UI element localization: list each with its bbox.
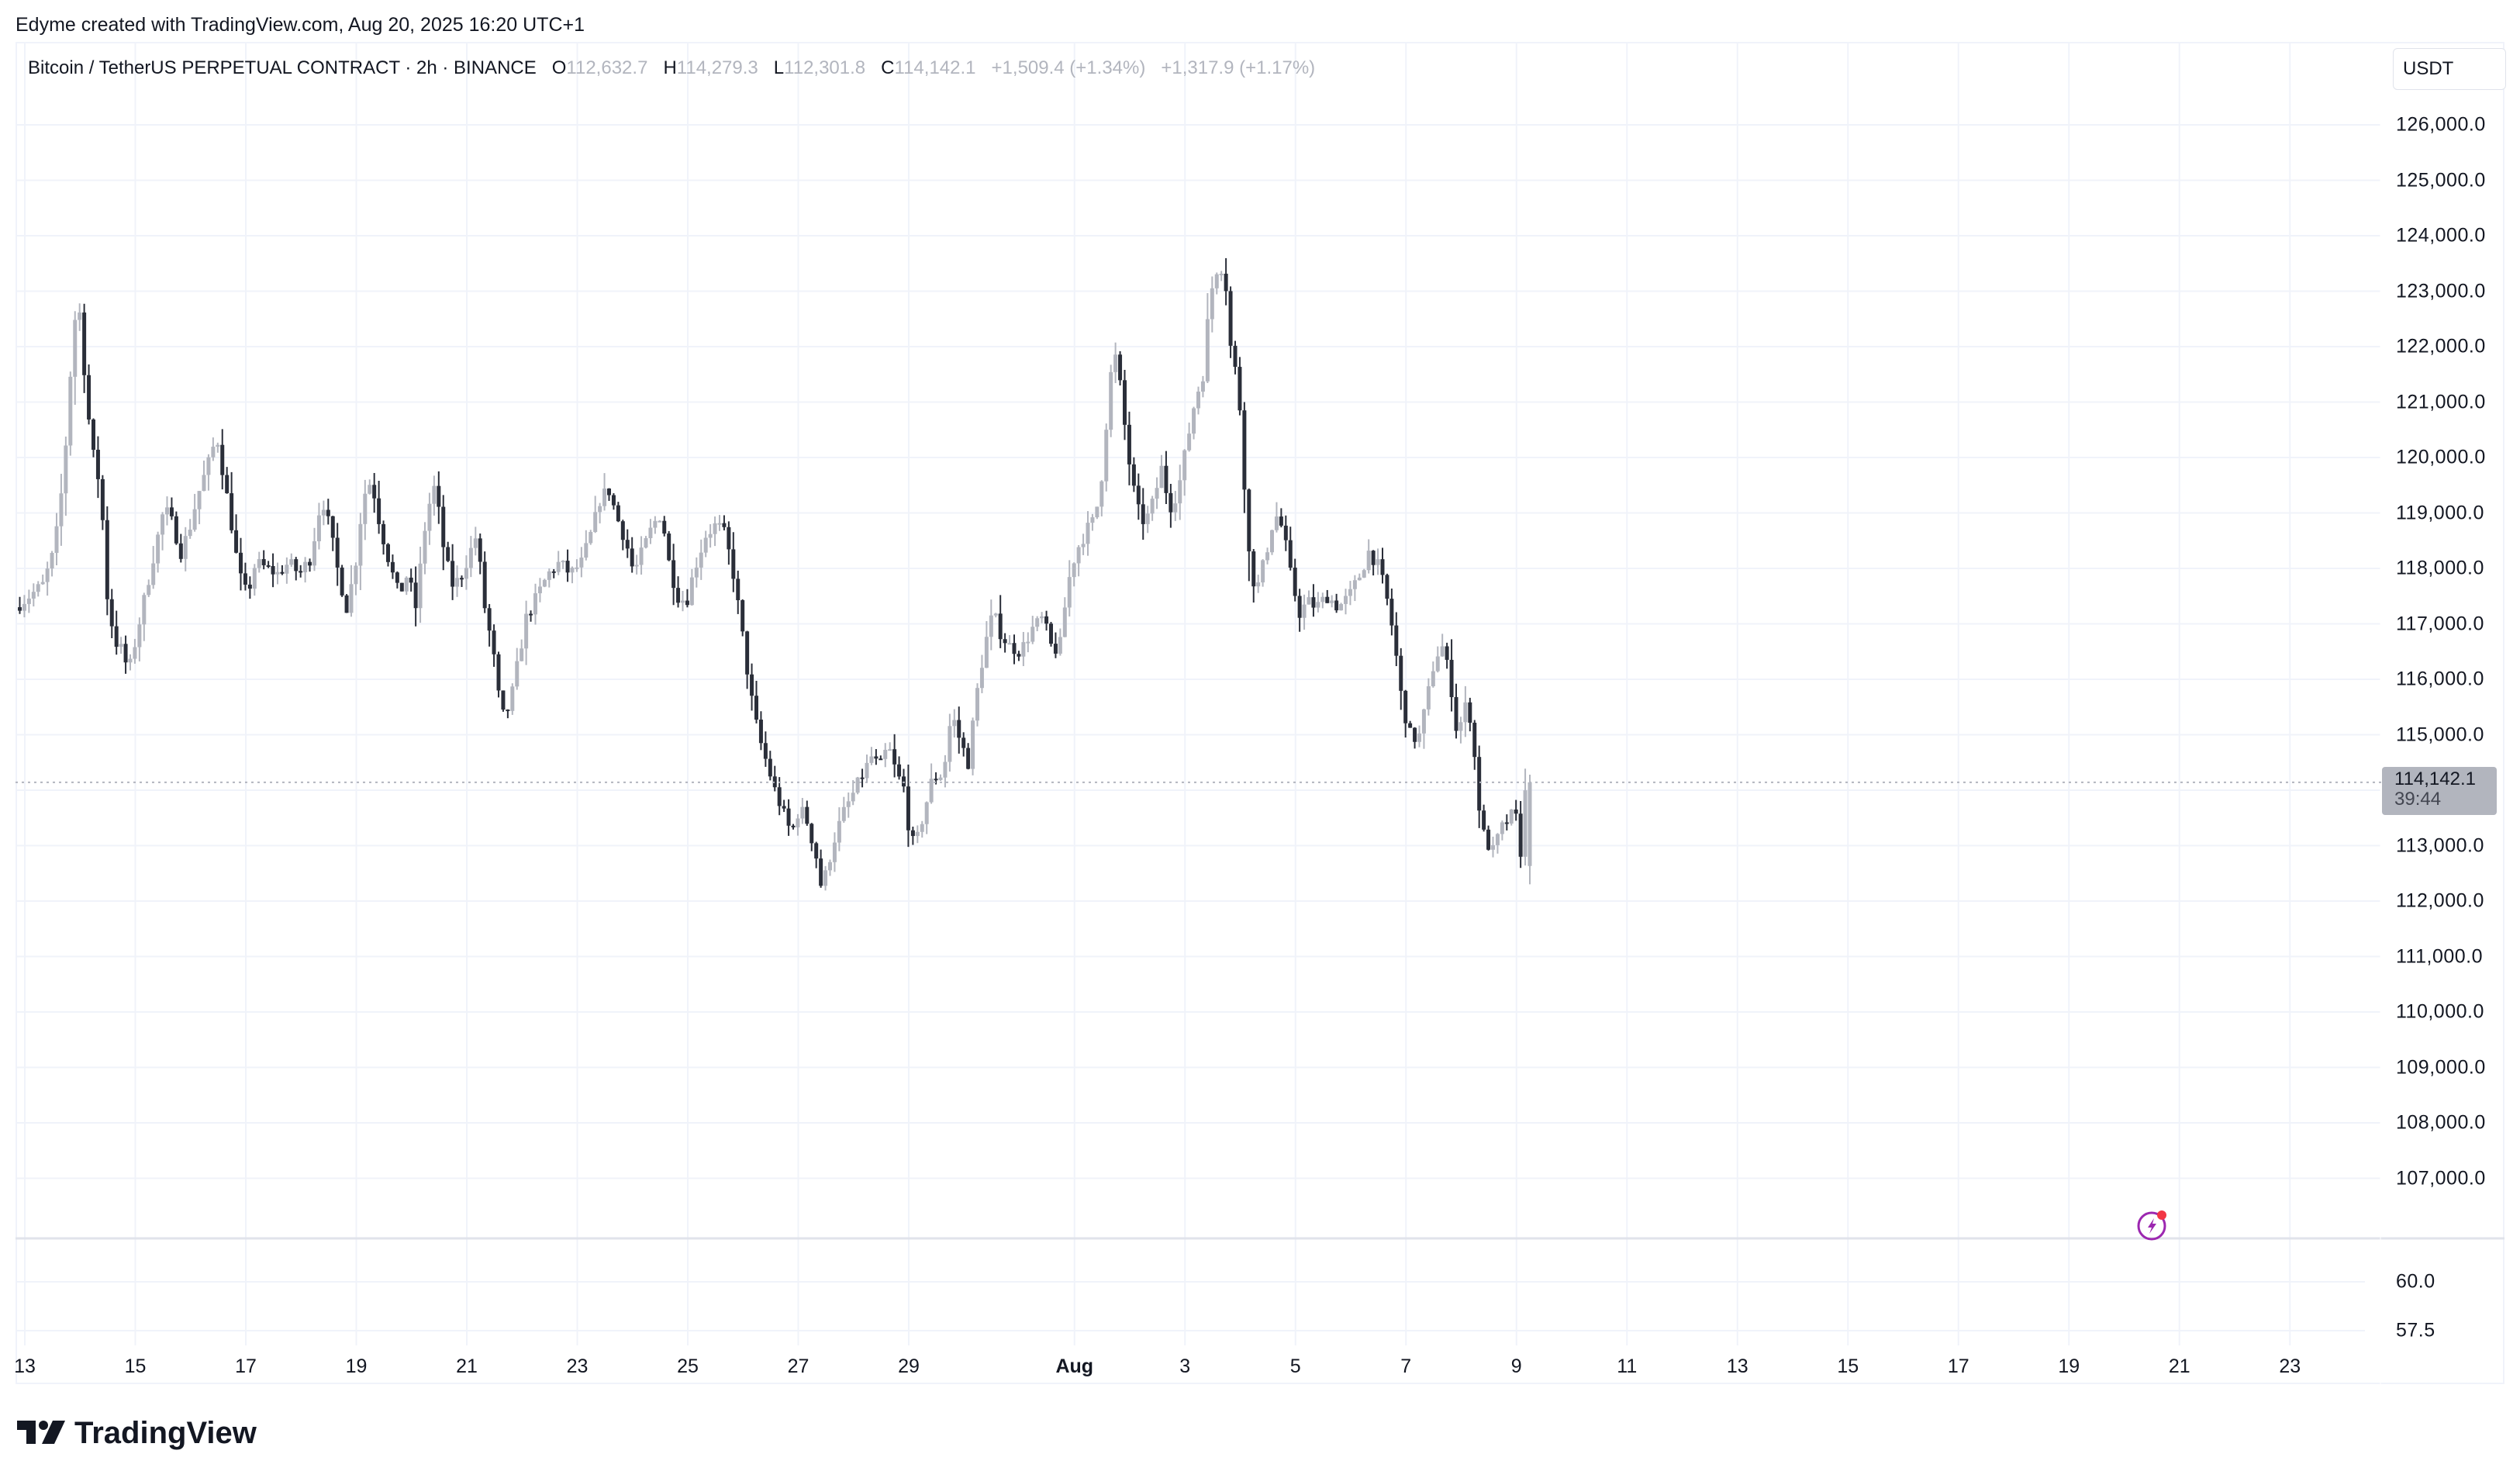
close-label: C bbox=[881, 57, 895, 78]
symbol-legend: Bitcoin / TetherUS PERPETUAL CONTRACT · … bbox=[28, 57, 1315, 79]
time-scale-label: 3 bbox=[1179, 1355, 1191, 1377]
price-scale-label: 121,000.0 bbox=[2396, 391, 2486, 413]
time-scale-label: 29 bbox=[898, 1355, 920, 1377]
time-scale-label: 23 bbox=[566, 1355, 589, 1377]
close-value: 114,142.1 bbox=[894, 57, 976, 78]
price-scale-label: 119,000.0 bbox=[2396, 502, 2484, 523]
price-scale-label: 122,000.0 bbox=[2396, 335, 2486, 357]
price-scale-label: 123,000.0 bbox=[2396, 280, 2486, 302]
price-scale-label: 109,000.0 bbox=[2396, 1056, 2486, 1078]
change2-value: +1,317.9 (+1.17%) bbox=[1161, 57, 1316, 78]
brand-name: TradingView bbox=[74, 1416, 257, 1450]
tradingview-logo-icon bbox=[17, 1420, 65, 1444]
high-label: H bbox=[663, 57, 677, 78]
time-scale-label: 21 bbox=[456, 1355, 478, 1377]
price-scale-label: 118,000.0 bbox=[2396, 557, 2484, 579]
change-value: +1,509.4 (+1.34%) bbox=[991, 57, 1146, 78]
chart-frame bbox=[16, 42, 2504, 1384]
time-scale-label: 21 bbox=[2168, 1355, 2190, 1377]
last-price-tag: 114,142.1 39:44 bbox=[2382, 766, 2497, 815]
indicator-scale-label: 57.5 bbox=[2396, 1319, 2435, 1342]
price-scale-label: 116,000.0 bbox=[2396, 668, 2484, 690]
time-scale-label: 11 bbox=[1617, 1355, 1638, 1377]
chart-credit: Edyme created with TradingView.com, Aug … bbox=[16, 14, 585, 36]
price-scale-label: 120,000.0 bbox=[2396, 446, 2486, 468]
time-scale-label: 17 bbox=[1947, 1355, 1969, 1377]
price-scale-label: 124,000.0 bbox=[2396, 224, 2486, 247]
time-scale-label: 19 bbox=[345, 1355, 368, 1377]
time-scale-label: 25 bbox=[677, 1355, 699, 1377]
last-price: 114,142.1 bbox=[2394, 768, 2476, 789]
time-scale-label: 23 bbox=[2279, 1355, 2301, 1377]
low-value: 112,301.8 bbox=[784, 57, 866, 78]
price-scale-label: 117,000.0 bbox=[2396, 613, 2484, 634]
time-scale-label: 7 bbox=[1400, 1355, 1412, 1377]
tradingview-logo[interactable]: TradingView bbox=[17, 1416, 257, 1451]
time-scale-label: 27 bbox=[787, 1355, 810, 1377]
time-scale-label: Aug bbox=[1055, 1355, 1094, 1377]
high-value: 114,279.3 bbox=[676, 57, 758, 78]
price-scale-label: 107,000.0 bbox=[2396, 1167, 2486, 1189]
price-scale-label: 126,000.0 bbox=[2396, 113, 2486, 136]
open-value: 112,632.7 bbox=[566, 57, 648, 78]
low-label: L bbox=[773, 57, 785, 78]
time-scale-label: 15 bbox=[124, 1355, 147, 1377]
symbol-title[interactable]: Bitcoin / TetherUS PERPETUAL CONTRACT · … bbox=[28, 57, 537, 78]
price-scale-label: 115,000.0 bbox=[2396, 723, 2484, 745]
price-scale-label: 108,000.0 bbox=[2396, 1111, 2486, 1134]
time-scale-label: 9 bbox=[1510, 1355, 1522, 1377]
time-scale-label: 13 bbox=[1726, 1355, 1748, 1377]
price-scale-label: 125,000.0 bbox=[2396, 169, 2486, 191]
lightning-alert-icon[interactable] bbox=[2135, 1207, 2170, 1242]
currency-button[interactable]: USDT bbox=[2393, 48, 2506, 90]
price-scale-label: 110,000.0 bbox=[2396, 1000, 2484, 1023]
price-scale-label: 113,000.0 bbox=[2396, 834, 2484, 856]
price-scale-label: 112,000.0 bbox=[2396, 889, 2484, 912]
time-scale-label: 17 bbox=[235, 1355, 257, 1377]
candle-countdown: 39:44 bbox=[2394, 788, 2442, 810]
time-scale-label: 13 bbox=[14, 1355, 36, 1377]
time-scale-label: 15 bbox=[1837, 1355, 1859, 1377]
price-scale-label: 111,000.0 bbox=[2396, 945, 2484, 967]
time-scale-label: 5 bbox=[1289, 1355, 1301, 1377]
open-label: O bbox=[551, 57, 567, 78]
time-scale-label: 19 bbox=[2058, 1355, 2080, 1377]
indicator-scale-label: 60.0 bbox=[2396, 1270, 2435, 1293]
